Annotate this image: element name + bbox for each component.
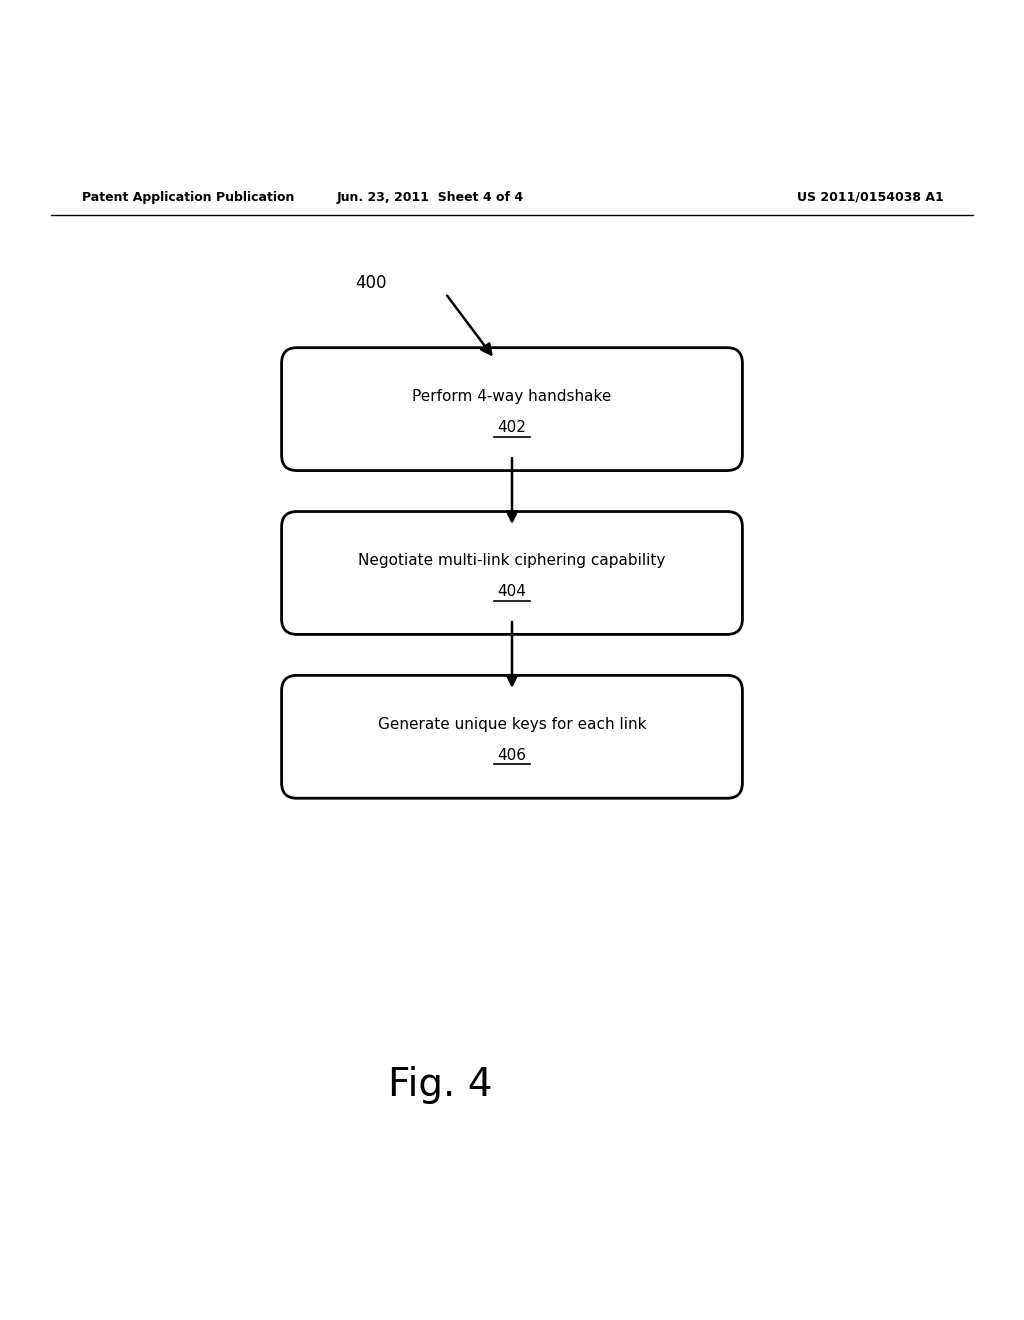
Text: Jun. 23, 2011  Sheet 4 of 4: Jun. 23, 2011 Sheet 4 of 4 [337,190,523,203]
FancyBboxPatch shape [282,347,742,470]
Text: 404: 404 [498,583,526,599]
Text: Negotiate multi-link ciphering capability: Negotiate multi-link ciphering capabilit… [358,553,666,568]
Text: Patent Application Publication: Patent Application Publication [82,190,294,203]
Text: 400: 400 [355,275,386,292]
Text: 402: 402 [498,420,526,436]
Text: Perform 4-way handshake: Perform 4-way handshake [413,389,611,404]
Text: 406: 406 [498,747,526,763]
Text: US 2011/0154038 A1: US 2011/0154038 A1 [797,190,944,203]
Text: Generate unique keys for each link: Generate unique keys for each link [378,717,646,733]
FancyBboxPatch shape [282,512,742,635]
Text: Fig. 4: Fig. 4 [388,1067,493,1104]
FancyBboxPatch shape [282,676,742,799]
